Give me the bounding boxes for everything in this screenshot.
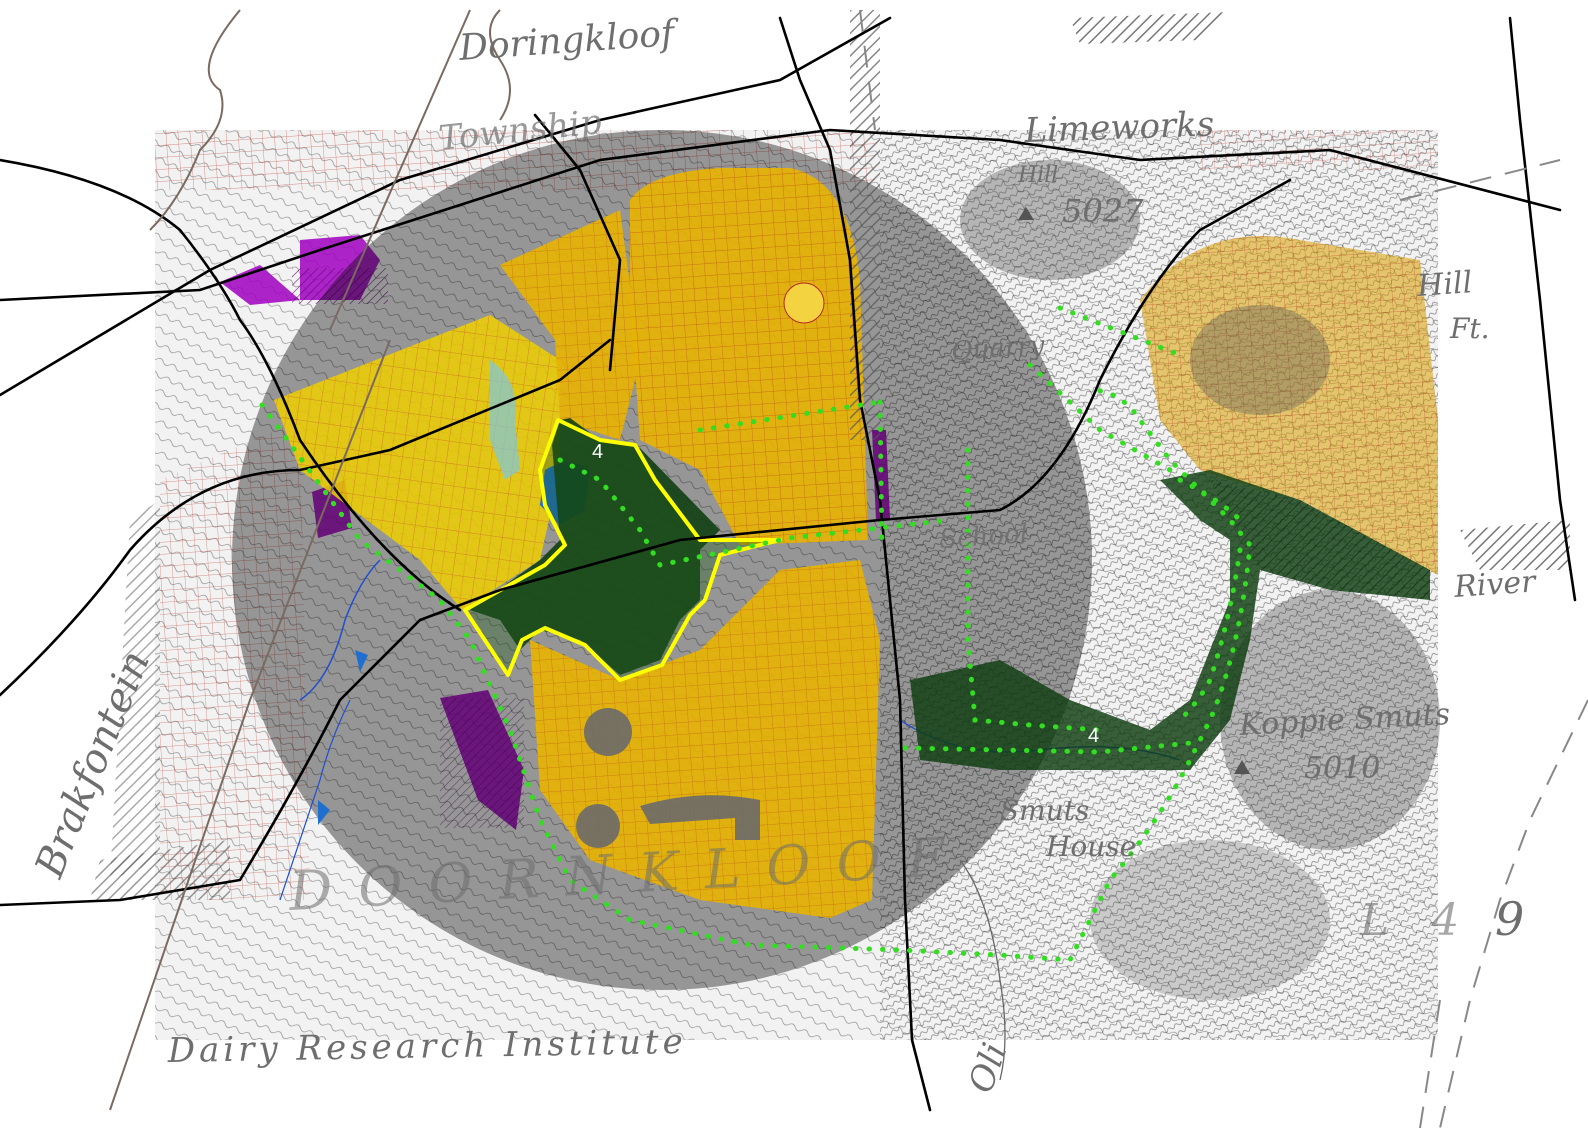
- label-dairy-research: Dairy Research Institute: [166, 1022, 687, 1071]
- label-river: River: [1452, 564, 1538, 605]
- zone-label-b: 4: [1088, 725, 1099, 747]
- label-house: House: [1045, 830, 1136, 863]
- dashed-boundaries: [859, 9, 1588, 1128]
- label-school: School: [938, 519, 1029, 555]
- residential-zones: [274, 168, 1438, 918]
- triangle-icon: [1018, 207, 1250, 774]
- label-hill-5027: 5027: [1062, 192, 1144, 230]
- label-koppie-5010: 5010: [1304, 751, 1380, 786]
- label-limeworks: Limeworks: [1023, 104, 1215, 151]
- hatched-areas: [90, 10, 1570, 900]
- zone-label-a: 4: [592, 441, 603, 463]
- label-hill: Hill: [1017, 163, 1058, 188]
- road-network: [0, 16, 1577, 1112]
- label-number-l4: L 4: [1359, 895, 1473, 946]
- label-hill-right: Hill: [1415, 265, 1473, 304]
- label-number-9: 9: [1495, 892, 1524, 946]
- dotted-routes: [259, 305, 1253, 963]
- label-smuts: Smuts: [1000, 794, 1089, 827]
- site-boundary[interactable]: [463, 418, 782, 682]
- label-ft: Ft.: [1449, 312, 1490, 345]
- label-quarry: Quarry: [950, 331, 1045, 367]
- secondary-lines: [109, 9, 511, 1111]
